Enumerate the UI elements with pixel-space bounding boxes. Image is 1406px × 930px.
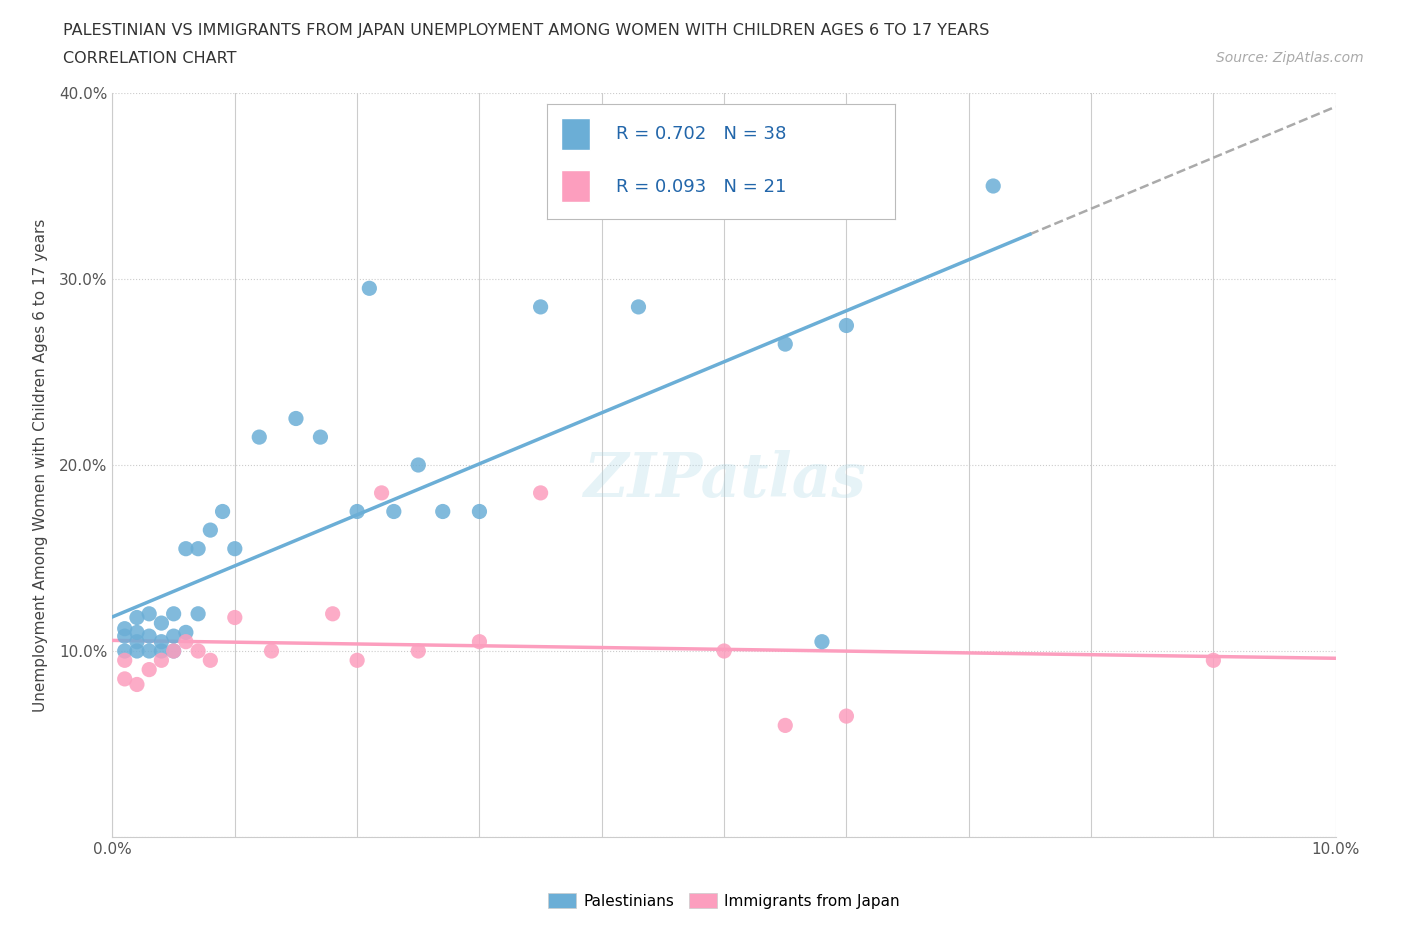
Text: Source: ZipAtlas.com: Source: ZipAtlas.com bbox=[1216, 51, 1364, 65]
Point bbox=[247, 430, 270, 445]
Text: PALESTINIAN VS IMMIGRANTS FROM JAPAN UNEMPLOYMENT AMONG WOMEN WITH CHILDREN AGES: PALESTINIAN VS IMMIGRANTS FROM JAPAN UNE… bbox=[63, 23, 990, 38]
Point bbox=[150, 634, 173, 649]
Point bbox=[627, 299, 650, 314]
Point bbox=[370, 485, 392, 500]
Point bbox=[408, 644, 430, 658]
Point bbox=[713, 644, 735, 658]
Y-axis label: Unemployment Among Women with Children Ages 6 to 17 years: Unemployment Among Women with Children A… bbox=[32, 219, 48, 711]
Point bbox=[224, 610, 246, 625]
Point bbox=[138, 606, 160, 621]
Point bbox=[187, 606, 209, 621]
Point bbox=[346, 504, 368, 519]
Point bbox=[530, 299, 553, 314]
Point bbox=[284, 411, 308, 426]
Point bbox=[468, 634, 491, 649]
Point bbox=[138, 662, 160, 677]
Point bbox=[174, 625, 197, 640]
Point bbox=[322, 606, 344, 621]
Legend: Palestinians, Immigrants from Japan: Palestinians, Immigrants from Japan bbox=[541, 886, 907, 915]
Point bbox=[114, 671, 136, 686]
Text: CORRELATION CHART: CORRELATION CHART bbox=[63, 51, 236, 66]
Point bbox=[200, 523, 222, 538]
Point bbox=[125, 677, 148, 692]
Point bbox=[835, 318, 858, 333]
Point bbox=[150, 616, 173, 631]
Point bbox=[163, 629, 186, 644]
Point bbox=[309, 430, 332, 445]
Point bbox=[775, 718, 797, 733]
Point bbox=[1202, 653, 1225, 668]
Point bbox=[811, 634, 834, 649]
Point bbox=[346, 653, 368, 668]
Point bbox=[408, 458, 430, 472]
Point bbox=[125, 634, 148, 649]
Point bbox=[224, 541, 246, 556]
Point bbox=[200, 653, 222, 668]
Point bbox=[530, 485, 553, 500]
Text: ZIPatlas: ZIPatlas bbox=[582, 450, 866, 510]
Point bbox=[775, 337, 797, 352]
Point bbox=[163, 644, 186, 658]
Point bbox=[359, 281, 381, 296]
Point bbox=[114, 644, 136, 658]
Point bbox=[174, 634, 197, 649]
Point bbox=[260, 644, 283, 658]
Point bbox=[187, 644, 209, 658]
Point bbox=[187, 541, 209, 556]
Point bbox=[125, 610, 148, 625]
Point bbox=[125, 625, 148, 640]
Point bbox=[138, 644, 160, 658]
Point bbox=[432, 504, 454, 519]
Point bbox=[468, 504, 491, 519]
Point bbox=[382, 504, 405, 519]
Point bbox=[150, 644, 173, 658]
Point bbox=[211, 504, 233, 519]
Point bbox=[174, 541, 197, 556]
Point bbox=[114, 629, 136, 644]
Point bbox=[114, 621, 136, 636]
Point bbox=[835, 709, 858, 724]
Point bbox=[163, 644, 186, 658]
Point bbox=[138, 629, 160, 644]
Point bbox=[150, 653, 173, 668]
Point bbox=[125, 644, 148, 658]
Point bbox=[163, 606, 186, 621]
Point bbox=[114, 653, 136, 668]
Point bbox=[981, 179, 1004, 193]
